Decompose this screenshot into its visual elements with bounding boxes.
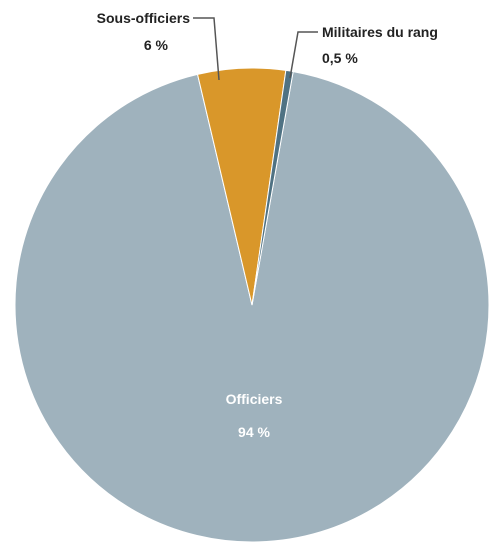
leader-line-sous-officiers bbox=[193, 17, 220, 81]
pie-slice-militaires-du-rang bbox=[251, 69, 294, 306]
label-sous-officiers: Sous-officiers bbox=[97, 10, 191, 26]
value-militaires-du-rang: 0,5 % bbox=[322, 50, 358, 66]
value-officiers: 94 % bbox=[238, 424, 270, 440]
label-officiers: Officiers bbox=[226, 391, 283, 407]
value-sous-officiers: 6 % bbox=[144, 37, 169, 53]
leader-line-militaires-du-rang bbox=[289, 31, 318, 79]
label-militaires-du-rang: Militaires du rang bbox=[322, 24, 438, 40]
pie-slices bbox=[14, 67, 490, 542]
